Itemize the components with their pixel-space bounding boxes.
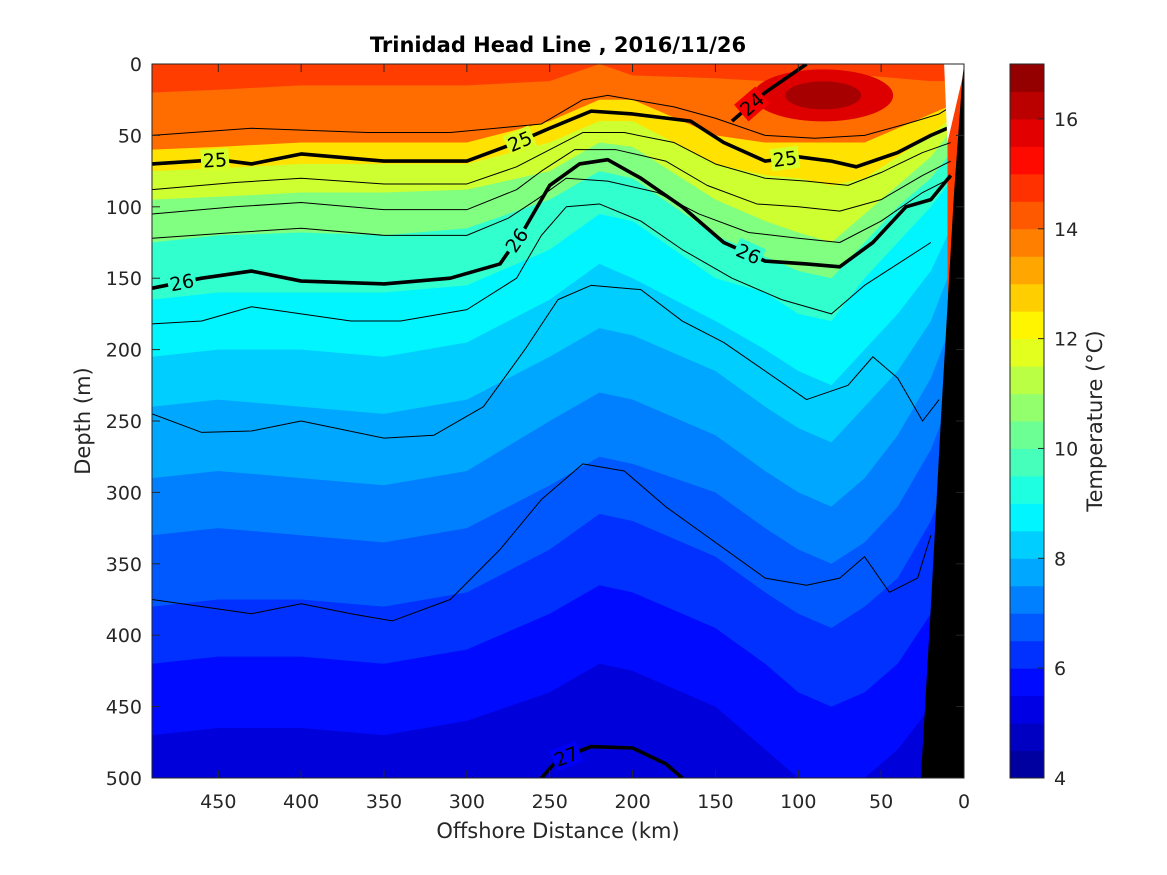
plot-area [152,64,964,778]
colorbar-band [1010,503,1044,532]
colorbar-tick-label: 12 [1054,329,1078,351]
colorbar-band [1010,585,1044,614]
colorbar-band [1010,201,1044,230]
colorbar-band [1010,64,1044,92]
colorbar-band [1010,256,1044,285]
y-tick-label: 100 [106,197,142,219]
x-tick-label: 400 [283,791,319,813]
x-tick-label: 450 [200,791,236,813]
colorbar-label: Temperature (°C) [1083,330,1107,512]
x-tick-label: 350 [366,791,402,813]
contour-label-25: 25 [502,125,538,157]
colorbar-band [1010,173,1044,202]
colorbar-band [1010,366,1044,395]
colorbar-band [1010,393,1044,422]
density-contour-thin-9 [152,284,940,439]
contour-label-bg [549,740,584,772]
y-tick-label: 50 [118,125,142,147]
colorbar-band [1010,750,1044,779]
y-axis-ticks: 0 50 100 150 200 250 300 350 400 450 500 [106,54,964,790]
colorbar-band [1010,695,1044,724]
contour-label-bg [769,145,801,172]
density-contour-thin-4 [152,94,952,139]
y-tick-label: 0 [130,54,142,76]
contour-label-25: 25 [769,145,801,172]
contour-label-text: 25 [202,149,228,173]
x-tick-label: 0 [958,791,970,813]
colorbar-band [1010,530,1044,559]
colorbar-band [1010,558,1044,587]
y-tick-label: 400 [106,625,142,647]
colorbar-band [1010,475,1044,504]
nodata-strip [944,64,964,143]
colorbar-band [1010,283,1044,312]
x-tick-label: 50 [869,791,893,813]
y-tick-label: 150 [106,268,142,290]
contour-label-text: 25 [772,147,799,172]
x-tick-label: 300 [449,791,485,813]
density-contour-thin-7 [152,177,951,243]
colorbar-band [1010,118,1044,147]
colorbar-ticks: 4 6 8 10 12 14 16 [1038,109,1078,790]
contour-label-bg [502,125,538,157]
contour-label-bg [165,268,198,296]
colorbar-tick-label: 10 [1054,438,1078,460]
x-tick-label: 250 [532,791,568,813]
colorbar-tick-label: 16 [1054,109,1078,131]
colorbar-band [1010,91,1044,120]
colorbar-tick-label: 6 [1054,658,1066,680]
colorbar-tick-label: 4 [1054,768,1066,790]
temp-band-6 [152,563,948,778]
colorbar-band [1010,448,1044,477]
temp-band-5.5 [152,663,948,778]
contour-label-text: 26 [168,270,196,296]
y-tick-label: 500 [106,768,142,790]
density-contour-25 [152,109,949,169]
contour-label-bg [499,222,534,258]
contour-label-bg [200,148,230,172]
x-axis-label: Offshore Distance (km) [436,819,679,843]
y-tick-label: 350 [106,554,142,576]
colorbar-band [1010,723,1044,752]
contour-label-26: 26 [165,268,198,296]
density-contour-thin-6 [152,149,951,215]
colorbar-band [1010,311,1044,340]
colorbar-band [1010,640,1044,669]
colorbar-tick-label: 14 [1054,219,1078,241]
x-axis-ticks: 450 400 350 300 250 200 150 100 50 0 [200,64,970,813]
colorbar-frame [1009,63,1045,779]
chart-title: Trinidad Head Line , 2016/11/26 [370,33,746,57]
x-tick-label: 100 [780,791,816,813]
contour-label-bg [731,237,766,270]
x-tick-label: 150 [697,791,733,813]
colorbar-band [1010,668,1044,697]
y-tick-label: 250 [106,411,142,433]
contour-label-25: 25 [200,148,230,173]
warm-core-inner [785,81,862,110]
density-contour-thin-5 [152,132,951,191]
contour-label-bg [734,86,770,122]
colorbar-band [1010,421,1044,449]
colorbar-band [1010,613,1044,642]
y-axis-label: Depth (m) [71,367,95,474]
density-contour-26 [152,157,953,290]
y-tick-label: 300 [106,482,142,504]
y-tick-label: 450 [106,697,142,719]
seafloor-mask [920,64,964,778]
density-contour-thin-10 [152,463,932,622]
y-tick-label: 200 [106,340,142,362]
colorbar-band [1010,338,1044,367]
colorbar-band [1010,228,1044,257]
colorbar [1009,63,1045,779]
density-contour-thin-8 [152,203,932,325]
colorbar-tick-label: 8 [1054,548,1066,570]
colorbar-band [1010,146,1044,175]
temperature-fill [152,64,964,778]
x-tick-label: 200 [614,791,650,813]
